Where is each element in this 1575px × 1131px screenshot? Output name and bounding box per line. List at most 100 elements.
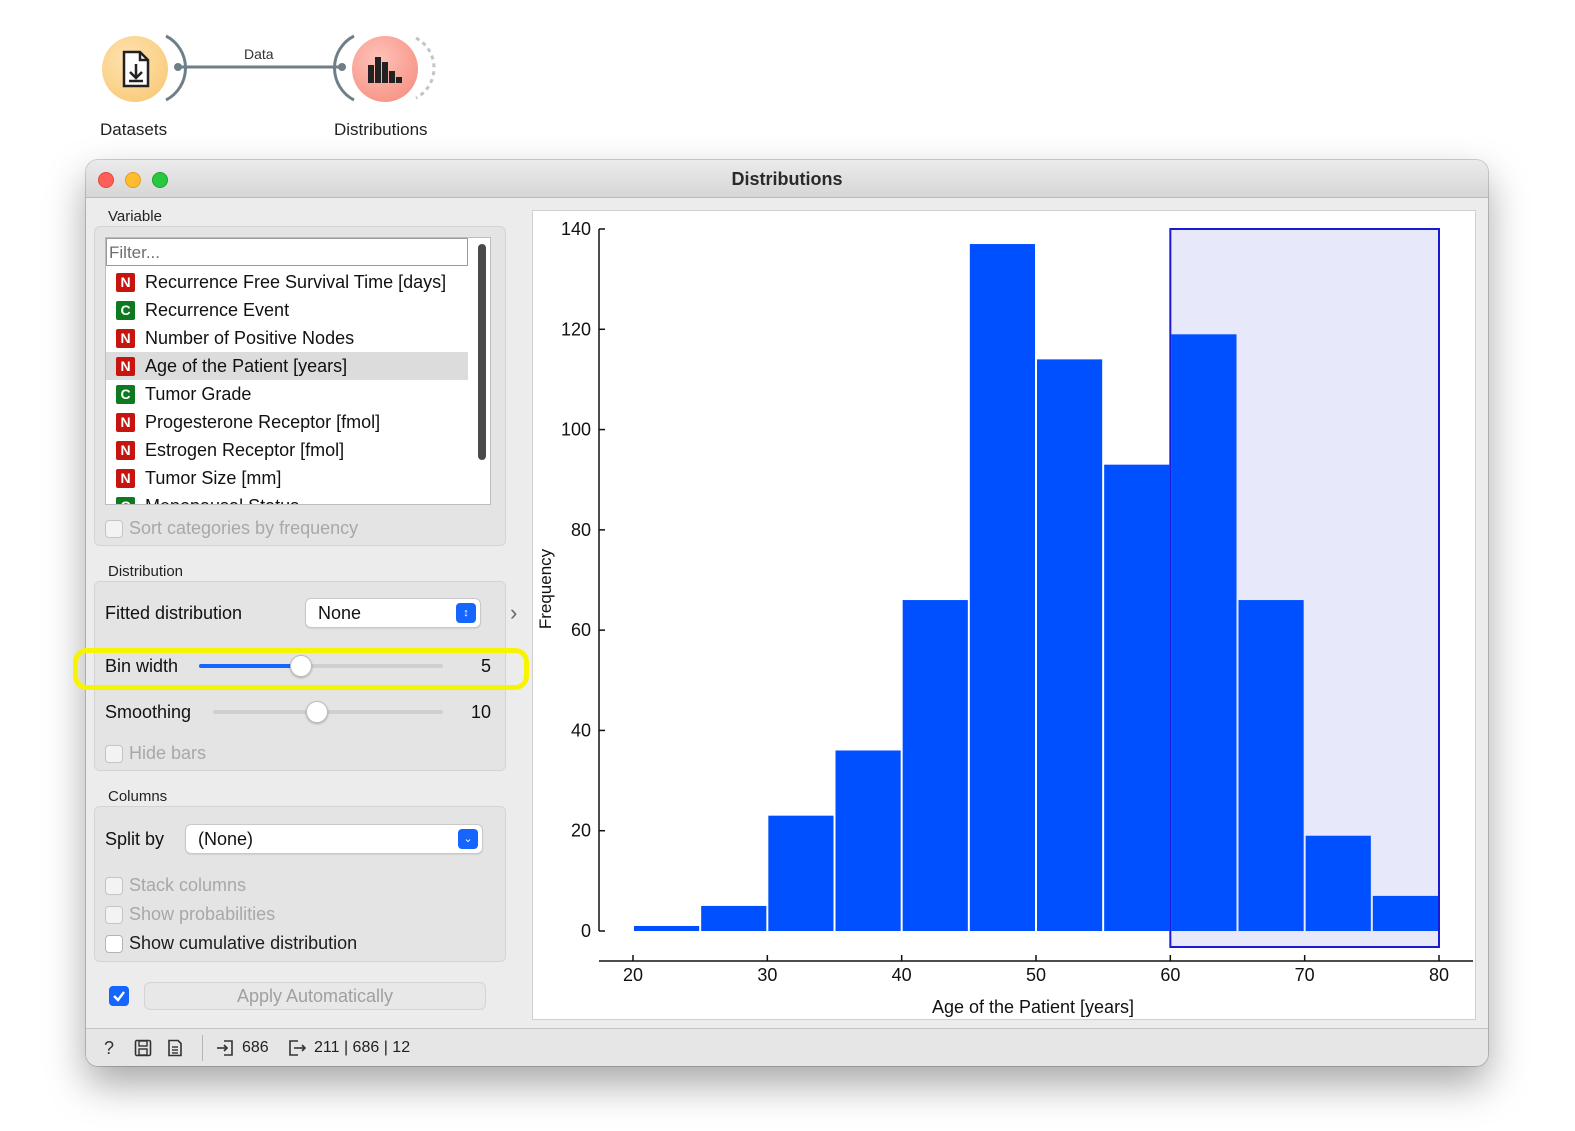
help-icon[interactable]: ?: [104, 1038, 115, 1058]
variable-list-item[interactable]: N Age of the Patient [years]: [106, 352, 468, 380]
save-icon[interactable]: [134, 1039, 152, 1057]
distributions-output-arc: [415, 36, 436, 100]
split-by-select[interactable]: (None) ⌄: [185, 824, 483, 854]
apply-automatically-button[interactable]: Apply Automatically: [144, 982, 486, 1010]
smoothing-slider-track[interactable]: [213, 710, 443, 714]
variable-list-scrollbar[interactable]: [476, 242, 486, 498]
variable-label: Number of Positive Nodes: [145, 327, 355, 348]
distributions-node[interactable]: [352, 36, 418, 102]
apply-automatically-checkbox[interactable]: [109, 986, 129, 1006]
stack-columns-label: Stack columns: [129, 875, 247, 895]
y-tick-label: 100: [561, 420, 591, 440]
histogram-bar[interactable]: [902, 600, 968, 931]
variable-label: Recurrence Free Survival Time [days]: [145, 271, 447, 292]
sort-by-frequency-label: Sort categories by frequency: [129, 518, 359, 538]
x-axis-label: Age of the Patient [years]: [932, 997, 1134, 1017]
numeric-variable-icon: N: [116, 412, 135, 432]
variable-list-item[interactable]: N Tumor Size [mm]: [106, 464, 468, 492]
bin-width-slider-fill: [199, 664, 302, 668]
updown-chevron-icon: ↕: [456, 603, 476, 623]
hide-bars-checkbox[interactable]: [105, 745, 123, 763]
close-window-button[interactable]: [98, 172, 114, 188]
title-bar: Distributions: [86, 160, 1488, 198]
variable-list-item[interactable]: N Progesterone Receptor [fmol]: [106, 408, 468, 436]
bin-width-slider-track[interactable]: [199, 664, 443, 668]
variable-label: Recurrence Event: [145, 299, 290, 320]
variable-label: Progesterone Receptor [fmol]: [145, 411, 381, 432]
checkmark-icon: [113, 991, 125, 1002]
columns-group: Split by (None) ⌄ Stack columns Show pro…: [94, 806, 506, 962]
fitted-distribution-label: Fitted distribution: [105, 603, 243, 623]
show-cumulative-label: Show cumulative distribution: [129, 933, 358, 953]
histogram-bar[interactable]: [1305, 835, 1371, 931]
histogram-chart[interactable]: 0 20 40 60 80 100 120 140 20 30 40 50 60 70 80 Age of t…: [533, 211, 1477, 1021]
histogram-bar[interactable]: [1037, 359, 1103, 931]
bin-width-label: Bin width: [105, 656, 179, 676]
columns-section-title: Columns: [108, 788, 168, 805]
smoothing-label: Smoothing: [105, 702, 192, 722]
sort-by-frequency-checkbox[interactable]: [105, 520, 123, 538]
input-count: 686: [242, 1039, 269, 1056]
output-data-icon: [289, 1040, 306, 1056]
distribution-group: Fitted distribution None ↕ Bin width 5 S…: [94, 581, 506, 771]
split-by-label: Split by: [105, 829, 165, 849]
collapse-panel-chevron-icon[interactable]: ›: [510, 600, 518, 625]
histogram-bar[interactable]: [701, 905, 767, 931]
histogram-bar[interactable]: [1171, 334, 1237, 931]
y-tick-label: 0: [581, 921, 591, 941]
minimize-window-button[interactable]: [125, 172, 141, 188]
zoom-window-button[interactable]: [152, 172, 168, 188]
chevron-down-icon: ⌄: [458, 829, 478, 849]
categorical-variable-icon: C: [116, 384, 135, 404]
report-icon[interactable]: [166, 1039, 184, 1057]
smoothing-value: 10: [470, 702, 491, 722]
variable-label: Age of the Patient [years]: [145, 355, 348, 376]
distribution-section-title: Distribution: [108, 563, 184, 580]
variable-list-item[interactable]: N Number of Positive Nodes: [106, 324, 468, 352]
datasets-output-arc: [165, 34, 188, 102]
y-tick-label: 60: [571, 620, 591, 640]
scrollbar-thumb[interactable]: [478, 244, 486, 460]
show-probabilities-checkbox[interactable]: [105, 906, 123, 924]
histogram-bar[interactable]: [969, 244, 1035, 932]
output-summary: 211 | 686 | 12: [314, 1039, 411, 1056]
x-tick-label: 40: [892, 965, 912, 985]
selection-border: [1169, 228, 1440, 948]
variable-list-item[interactable]: C Recurrence Event: [106, 296, 468, 324]
datasets-node[interactable]: [102, 36, 168, 102]
numeric-variable-icon: N: [116, 328, 135, 348]
distributions-window: Distributions Variable Filter... N Recurr…: [86, 160, 1488, 1066]
variable-group: Filter... N Recurrence Free Survival Time…: [94, 226, 506, 546]
y-axis-label: Frequency: [536, 548, 555, 629]
variable-list[interactable]: Filter... N Recurrence Free Survival Time…: [105, 237, 491, 505]
window-title: Distributions: [731, 169, 843, 189]
histogram-bar[interactable]: [634, 925, 700, 931]
bin-width-slider-knob[interactable]: [290, 655, 313, 677]
histogram-bar[interactable]: [1238, 600, 1304, 931]
chart-panel: 0 20 40 60 80 100 120 140 20 30 40 50 60 70 80 Age of t…: [532, 210, 1476, 1020]
y-tick-label: 80: [571, 520, 591, 540]
variable-label: Tumor Grade: [145, 383, 252, 404]
y-tick-label: 120: [561, 319, 591, 339]
categorical-variable-icon: C: [116, 496, 135, 504]
variable-list-item[interactable]: N Estrogen Receptor [fmol]: [106, 436, 468, 464]
variable-list-item[interactable]: C Tumor Grade: [106, 380, 468, 408]
histogram-bar[interactable]: [835, 750, 901, 931]
fitted-distribution-select[interactable]: None ↕: [305, 598, 481, 628]
x-tick-label: 60: [1160, 965, 1180, 985]
stack-columns-checkbox[interactable]: [105, 877, 123, 895]
histogram-bar[interactable]: [768, 815, 834, 931]
y-tick-label: 140: [561, 219, 591, 239]
x-tick-label: 20: [623, 965, 643, 985]
bin-width-value: 5: [480, 656, 491, 676]
show-cumulative-checkbox[interactable]: [105, 935, 123, 953]
variable-list-item[interactable]: N Recurrence Free Survival Time [days]: [106, 268, 468, 296]
x-tick-label: 50: [1026, 965, 1046, 985]
x-tick-label: 80: [1429, 965, 1449, 985]
workflow-link-label: Data: [244, 46, 274, 62]
variable-list-item[interactable]: C Menopausal Status: [106, 492, 468, 504]
histogram-bar[interactable]: [1104, 464, 1170, 931]
histogram-bar[interactable]: [1372, 895, 1438, 931]
smoothing-slider-knob[interactable]: [305, 701, 328, 723]
variable-filter-input[interactable]: Filter...: [106, 238, 468, 266]
